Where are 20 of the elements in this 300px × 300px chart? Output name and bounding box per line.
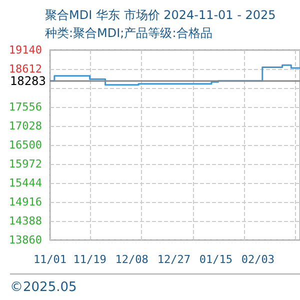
x-tick-label: 12/27 xyxy=(157,253,190,266)
y-tick-label: 14388 xyxy=(8,214,42,228)
chart-subtitle: 种类:聚合MDI;产品等级:合格品 xyxy=(45,26,212,40)
x-tick-label: 12/08 xyxy=(115,253,148,266)
text: ©2025.05 xyxy=(10,280,77,295)
x-tick-label: 01/15 xyxy=(199,253,232,266)
chart-title: 聚合MDI 华东 市场价 2024-11-01 - 2025 xyxy=(45,8,276,22)
y-tick-label: 13860 xyxy=(8,234,42,246)
x-tick-label: 11/01 xyxy=(33,253,67,266)
ref-line-label: 18283 xyxy=(10,74,46,88)
y-tick-label: 17556 xyxy=(8,100,42,114)
y-tick-label: 16500 xyxy=(8,138,42,152)
x-tick-label: 11/19 xyxy=(73,253,106,266)
y-tick-label: 15444 xyxy=(8,176,42,190)
y-tick-label: 18612 xyxy=(8,62,42,76)
y-tick-label: 17028 xyxy=(8,120,42,132)
x-tick-label: 02/03 xyxy=(241,253,275,266)
y-tick-label: 15972 xyxy=(8,158,42,170)
y-tick-label: 14916 xyxy=(8,196,42,208)
y-tick-label: 19140 xyxy=(8,44,42,56)
